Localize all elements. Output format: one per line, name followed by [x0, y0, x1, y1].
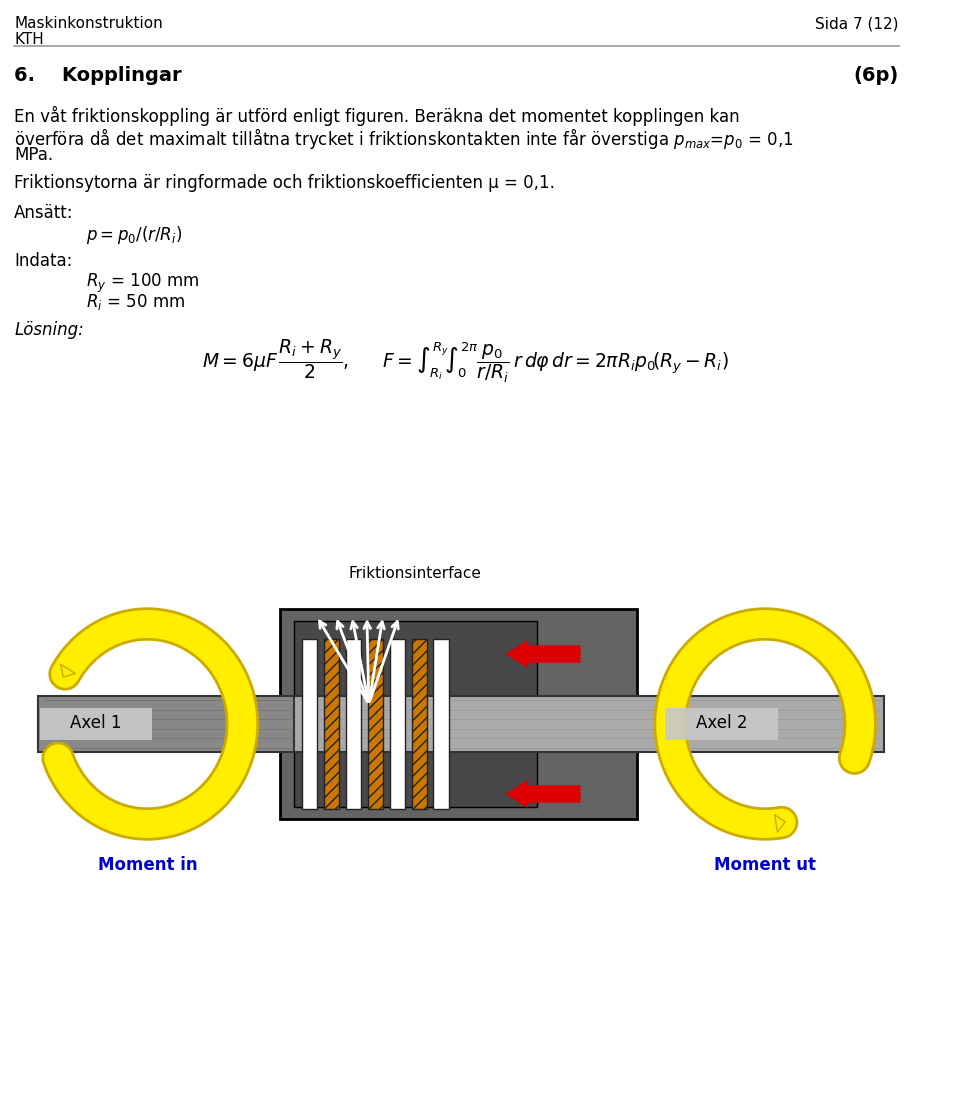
Bar	[294, 620, 537, 807]
Bar	[390, 639, 405, 809]
FancyArrow shape	[507, 781, 580, 807]
Bar	[665, 709, 778, 740]
Bar	[280, 609, 636, 819]
Bar	[302, 639, 318, 809]
Text: Friktionsytorna är ringformade och friktionskoefficienten μ = 0,1.: Friktionsytorna är ringformade och frikt…	[14, 174, 555, 192]
Bar	[368, 639, 383, 809]
Bar	[324, 639, 339, 809]
Text: (6p): (6p)	[853, 66, 899, 85]
Text: $R_i$ = 50 mm: $R_i$ = 50 mm	[85, 292, 184, 312]
Text: Maskinkonstruktion: Maskinkonstruktion	[14, 16, 163, 31]
Polygon shape	[60, 664, 75, 677]
Text: Axel 1: Axel 1	[70, 714, 122, 732]
Text: överföra då det maximalt tillåtna trycket i friktionskontakten inte får överstig: överföra då det maximalt tillåtna trycke…	[14, 126, 794, 152]
Text: Moment in: Moment in	[98, 856, 197, 874]
Bar	[434, 639, 448, 809]
Bar	[412, 639, 427, 809]
Text: MPa.: MPa.	[14, 146, 54, 164]
Bar	[346, 639, 361, 809]
Text: Axel 2: Axel 2	[696, 714, 747, 732]
Polygon shape	[775, 814, 785, 832]
FancyArrow shape	[507, 641, 580, 667]
Bar	[38, 696, 296, 752]
Text: $M = 6\mu F\,\dfrac{R_i + R_y}{2},$     $F = \int_{R_i}^{R_y}\!\int_{0}^{2\pi}\d: $M = 6\mu F\,\dfrac{R_i + R_y}{2},$ $F =…	[203, 338, 730, 384]
Text: En våt friktionskoppling är utförd enligt figuren. Beräkna det momentet koppling: En våt friktionskoppling är utförd enlig…	[14, 106, 740, 126]
Text: KTH: KTH	[14, 32, 44, 47]
Text: Ansätt:: Ansätt:	[14, 204, 74, 222]
Bar	[294, 696, 884, 752]
Text: Sida 7 (12): Sida 7 (12)	[815, 16, 899, 31]
Text: $p=p_0/(r/R_i)$: $p=p_0/(r/R_i)$	[85, 224, 181, 246]
Text: Friktionsinterface: Friktionsinterface	[348, 566, 482, 582]
Text: Lösning:: Lösning:	[14, 321, 84, 339]
Text: Moment ut: Moment ut	[714, 856, 816, 874]
Text: $R_y$ = 100 mm: $R_y$ = 100 mm	[85, 272, 199, 295]
Text: Indata:: Indata:	[14, 252, 73, 270]
Text: 6.    Kopplingar: 6. Kopplingar	[14, 66, 181, 85]
Bar	[40, 709, 152, 740]
